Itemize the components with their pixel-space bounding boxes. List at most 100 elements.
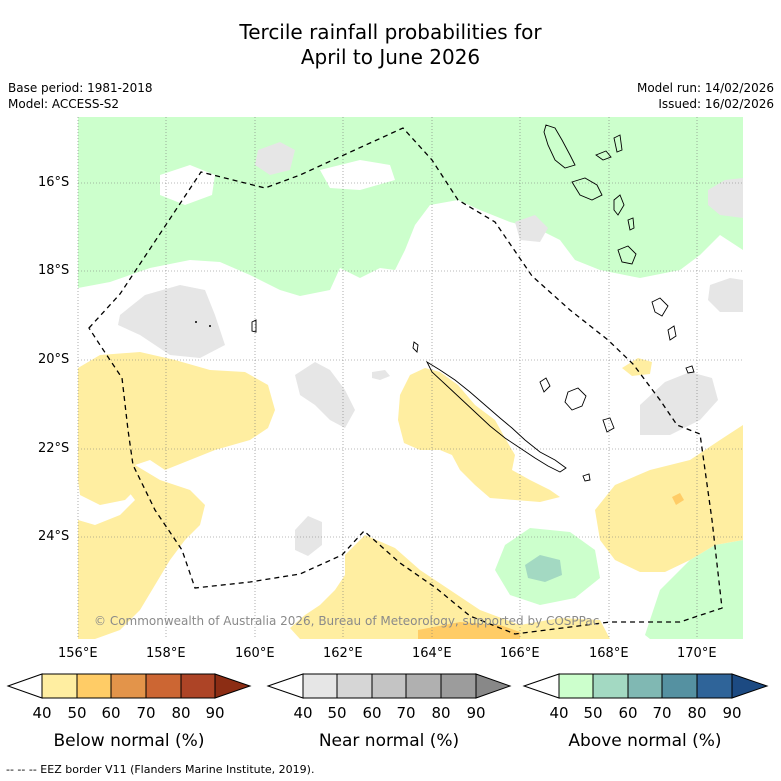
cb-near-tick-50: 50 xyxy=(327,704,347,722)
loyalty-islands-2 xyxy=(564,387,587,411)
vanuatu-island-6 xyxy=(627,217,635,231)
colorbar-below-title: Below normal (%) xyxy=(53,731,205,751)
eez-border xyxy=(88,127,723,635)
near-normal-region-4 xyxy=(118,285,225,358)
near-normal-region-8 xyxy=(295,516,322,556)
cb-near-tick-60: 60 xyxy=(362,704,382,722)
cb-near-tick-70: 70 xyxy=(396,704,416,722)
colorbar-near-title: Near normal (%) xyxy=(318,731,460,751)
small-island-west xyxy=(251,319,257,333)
small-dot-island-2 xyxy=(209,325,211,327)
eez-footnote: -- -- -- EEZ border V11 (Flanders Marine… xyxy=(6,763,315,776)
colorbar-near-seg-1 xyxy=(302,673,338,699)
colorbar-above-min-triangle xyxy=(522,673,560,699)
near-normal-region-7 xyxy=(640,372,718,435)
colorbar-above-seg-2 xyxy=(592,673,629,699)
near-normal-region-9 xyxy=(372,370,390,380)
below-normal-orange-patch xyxy=(418,622,520,639)
vanuatu-island-2 xyxy=(595,150,612,161)
colorbar-near-seg-3 xyxy=(371,673,407,699)
new-caledonia-coast xyxy=(425,360,567,473)
near-normal-region-6 xyxy=(708,278,743,312)
probability-shading xyxy=(78,117,743,639)
cb-below-tick-40: 40 xyxy=(32,704,52,722)
lon-label-156e: 156°E xyxy=(58,646,98,661)
colorbar-below-seg-5 xyxy=(180,673,216,699)
cb-near-tick-80: 80 xyxy=(431,704,451,722)
lat-label-16s: 16°S xyxy=(38,175,70,190)
hunter-island xyxy=(667,325,677,341)
colorbar-above-seg-1 xyxy=(558,673,594,699)
model-run-date: Model run: 14/02/2026 xyxy=(636,81,774,95)
lat-label-18s: 18°S xyxy=(38,263,70,278)
cb-near-tick-90: 90 xyxy=(466,704,486,722)
colorbar-below-max-triangle xyxy=(214,673,252,699)
near-normal-region-1 xyxy=(255,142,295,175)
belep-islands xyxy=(412,341,419,353)
above-normal-region-north xyxy=(78,117,743,296)
loyalty-islands-3 xyxy=(602,417,615,433)
isle-of-pines xyxy=(582,473,591,482)
colorbar-below-seg-3 xyxy=(110,673,147,699)
colorbar-near-seg-5 xyxy=(440,673,477,699)
cb-below-tick-70: 70 xyxy=(136,704,156,722)
cb-above-tick-50: 50 xyxy=(583,704,603,722)
gridlines xyxy=(77,117,743,639)
colorbar-below-min-triangle xyxy=(6,673,43,699)
cb-above-tick-90: 90 xyxy=(722,704,742,722)
issued-date: Issued: 16/02/2026 xyxy=(658,97,774,111)
colorbar-below-seg-4 xyxy=(145,673,182,699)
vanuatu-island-7 xyxy=(617,245,637,265)
colorbar-above-max-triangle xyxy=(731,673,769,699)
loyalty-islands-1 xyxy=(539,377,551,393)
colorbar-near-seg-4 xyxy=(405,673,442,699)
lat-label-20s: 20°S xyxy=(38,352,70,367)
map-title-line2: April to June 2026 xyxy=(300,45,481,69)
cb-above-tick-70: 70 xyxy=(652,704,672,722)
copyright-credit: © Commonwealth of Australia 2026, Bureau… xyxy=(94,614,600,628)
lon-label-168e: 168°E xyxy=(589,646,629,661)
white-patch-1 xyxy=(160,165,215,205)
colorbar-above-seg-4 xyxy=(661,673,698,699)
vanuatu-island-3 xyxy=(613,134,623,153)
below-normal-region-small xyxy=(622,358,652,376)
colorbar-below-seg-1 xyxy=(41,673,78,699)
cb-above-tick-60: 60 xyxy=(618,704,638,722)
cb-above-tick-40: 40 xyxy=(549,704,569,722)
white-patch-2 xyxy=(320,160,395,190)
colorbar-near-min-triangle xyxy=(266,673,304,699)
small-dot-island xyxy=(195,321,197,323)
near-normal-region-3 xyxy=(708,178,743,218)
below-normal-region-central xyxy=(398,368,560,502)
below-normal-region-south xyxy=(290,535,610,639)
lon-label-164e: 164°E xyxy=(412,646,452,661)
colorbar-above-title: Above normal (%) xyxy=(568,731,722,751)
lat-label-24s: 24°S xyxy=(38,529,70,544)
vanuatu-island-4 xyxy=(571,177,603,201)
lon-label-170e: 170°E xyxy=(677,646,717,661)
lon-label-166e: 166°E xyxy=(500,646,540,661)
lon-label-158e: 158°E xyxy=(146,646,186,661)
above-normal-50-patch xyxy=(525,555,562,582)
colorbar-below-seg-2 xyxy=(76,673,112,699)
above-normal-region-east xyxy=(645,540,743,639)
cb-below-tick-60: 60 xyxy=(101,704,121,722)
colorbar-above-seg-5 xyxy=(696,673,733,699)
colorbar-near-seg-2 xyxy=(336,673,373,699)
vanuatu-island-5 xyxy=(613,194,625,216)
near-normal-region-2 xyxy=(515,215,548,242)
colorbar-above-seg-3 xyxy=(627,673,663,699)
matthew-island xyxy=(651,297,669,317)
cb-below-tick-80: 80 xyxy=(171,704,191,722)
lat-label-22s: 22°S xyxy=(38,441,70,456)
below-normal-orange-dot xyxy=(672,493,684,505)
vanuatu-island-1 xyxy=(543,124,576,169)
model-name: Model: ACCESS-S2 xyxy=(8,97,120,111)
near-normal-region-5 xyxy=(295,362,355,428)
base-period: Base period: 1981-2018 xyxy=(8,81,153,95)
cb-below-tick-90: 90 xyxy=(205,704,225,722)
colorbar-below xyxy=(6,673,252,699)
cb-below-tick-50: 50 xyxy=(67,704,87,722)
small-island-east xyxy=(685,365,695,374)
